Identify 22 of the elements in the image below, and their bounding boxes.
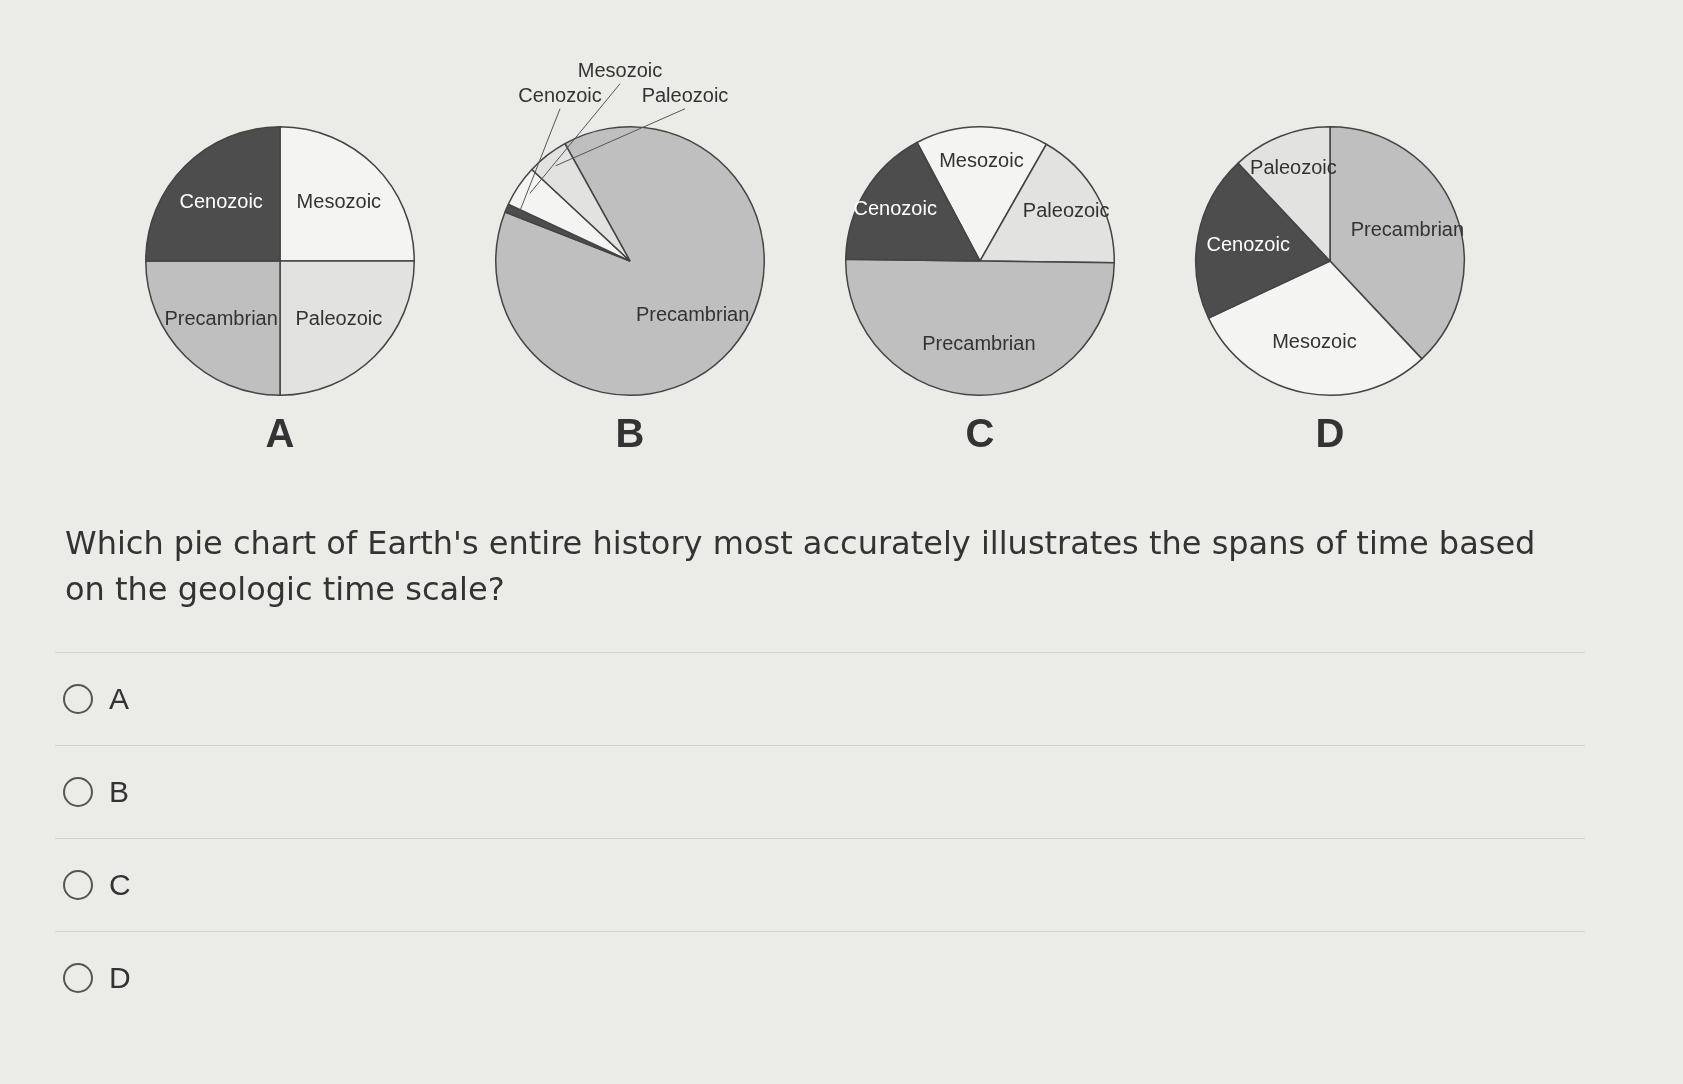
slice-label: Mesozoic (577, 59, 663, 82)
slice-label: Cenozoic (1206, 232, 1290, 255)
slice-label: Cenozoic (179, 189, 263, 212)
text: D (109, 961, 131, 995)
slice-label: Paleozoic (641, 84, 729, 107)
slice-label: Precambrian (635, 303, 750, 326)
text: D (1315, 411, 1345, 456)
text: C (965, 411, 995, 456)
text: A (109, 682, 130, 716)
slice-label: Cenozoic (518, 84, 602, 107)
slice-label: Mesozoic (939, 149, 1024, 172)
slice-label: Precambrian (922, 331, 1036, 354)
slice-label: Cenozoic (853, 196, 937, 219)
slice-label: Mesozoic (1272, 330, 1357, 353)
text: B (615, 411, 645, 456)
text: B (109, 775, 130, 809)
text: Which pie chart of Earth's entire history most accurately illustrates the spans of time based on the geologic time scale? (64, 523, 1537, 610)
text: A (265, 411, 295, 456)
slice-label: Mesozoic (296, 189, 382, 212)
slice-label: Paleozoic (295, 307, 383, 330)
slice-label: Precambrian (164, 307, 278, 330)
text: C (109, 868, 131, 902)
